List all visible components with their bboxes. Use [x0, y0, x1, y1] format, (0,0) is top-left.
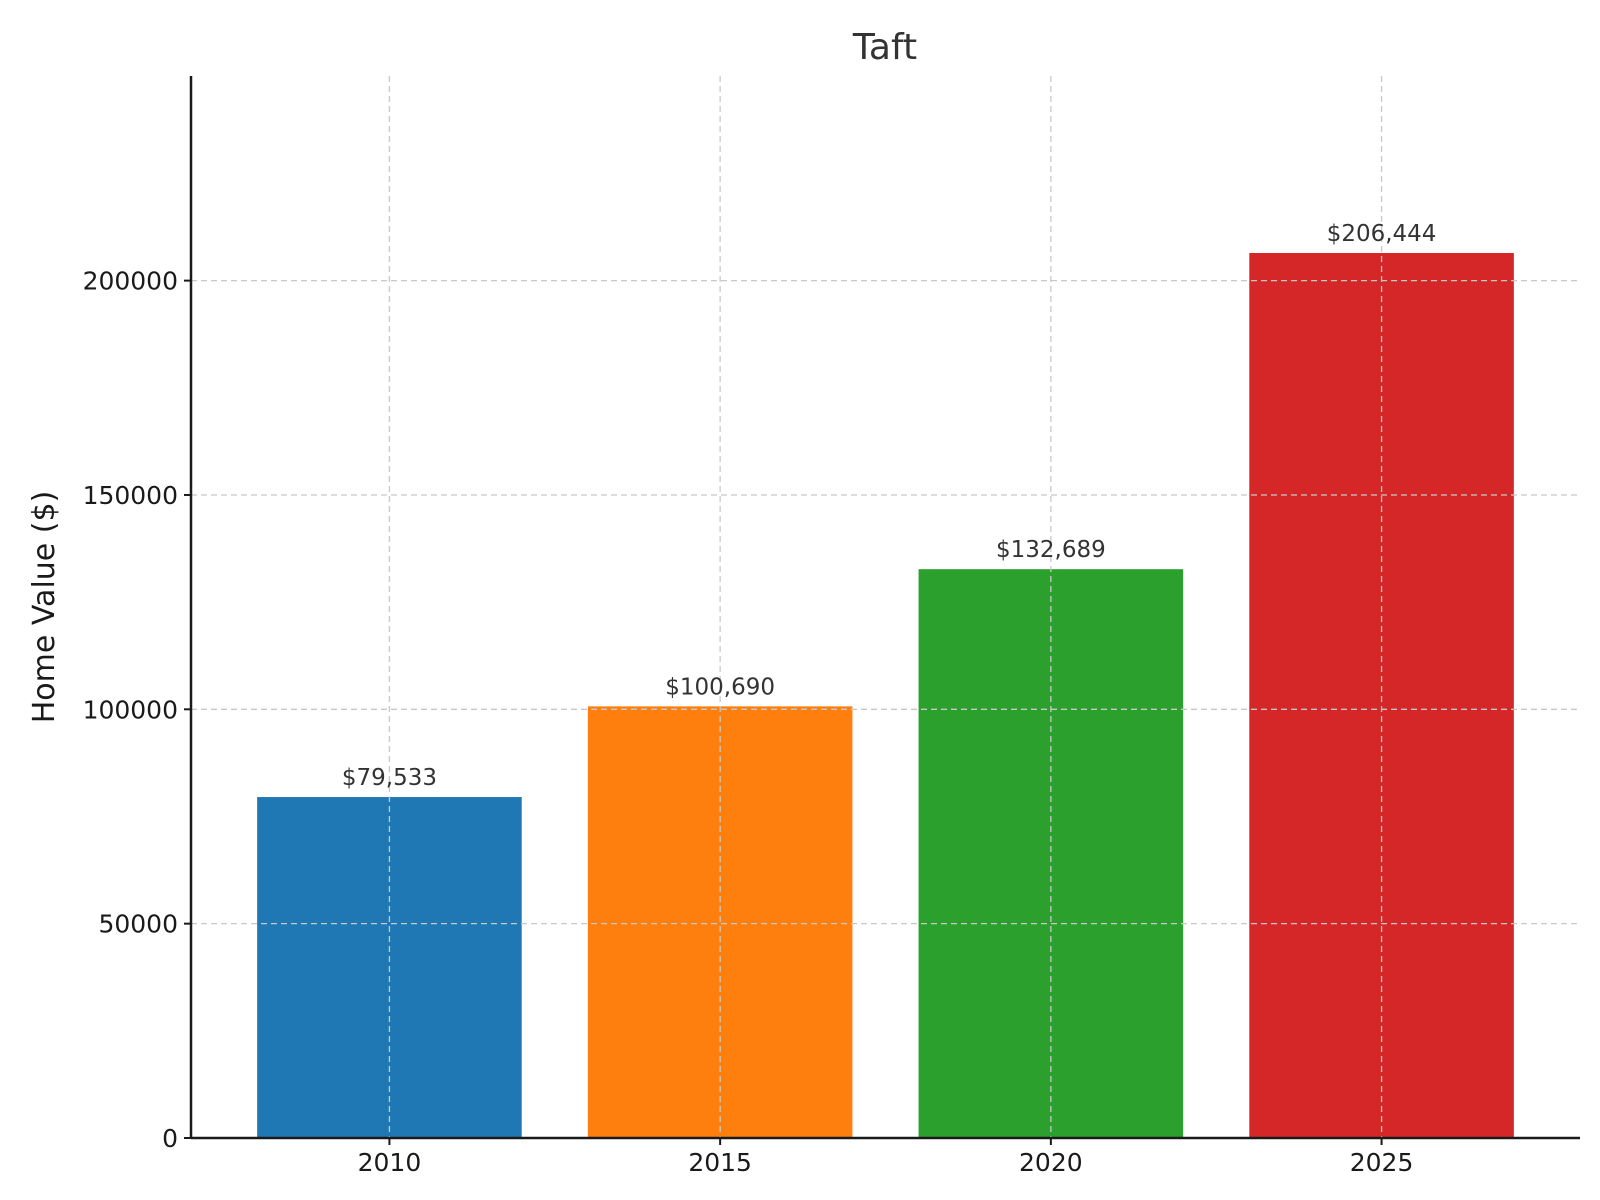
- data-label-2010: $79,533: [342, 765, 437, 791]
- y-tick-label: 150000: [83, 481, 178, 510]
- grid-layer: [191, 76, 1580, 1138]
- x-tick-label: 2010: [358, 1148, 422, 1177]
- ticks-layer: 0 50000 100000 150000 200000 2010 2015 2020 2025: [83, 267, 1414, 1177]
- bar-2025: [1249, 253, 1514, 1138]
- x-tick-label: 2015: [688, 1148, 752, 1177]
- x-tick-label: 2020: [1019, 1148, 1083, 1177]
- data-label-2015: $100,690: [665, 674, 775, 700]
- data-label-2020: $132,689: [996, 537, 1106, 563]
- y-tick-label: 50000: [98, 910, 178, 939]
- data-labels-layer: $79,533 $100,690 $132,689 $206,444: [342, 221, 1437, 791]
- data-label-2025: $206,444: [1327, 221, 1437, 247]
- y-tick-label: 200000: [83, 267, 178, 296]
- y-axis-label: Home Value ($): [27, 491, 62, 724]
- y-tick-label: 0: [162, 1124, 178, 1153]
- y-tick-label: 100000: [83, 695, 178, 724]
- bars-layer: [257, 253, 1514, 1138]
- chart-title: Taft: [852, 27, 917, 68]
- axes-layer: [189, 76, 1580, 1140]
- x-tick-label: 2025: [1350, 1148, 1414, 1177]
- bar-2020: [918, 569, 1184, 1138]
